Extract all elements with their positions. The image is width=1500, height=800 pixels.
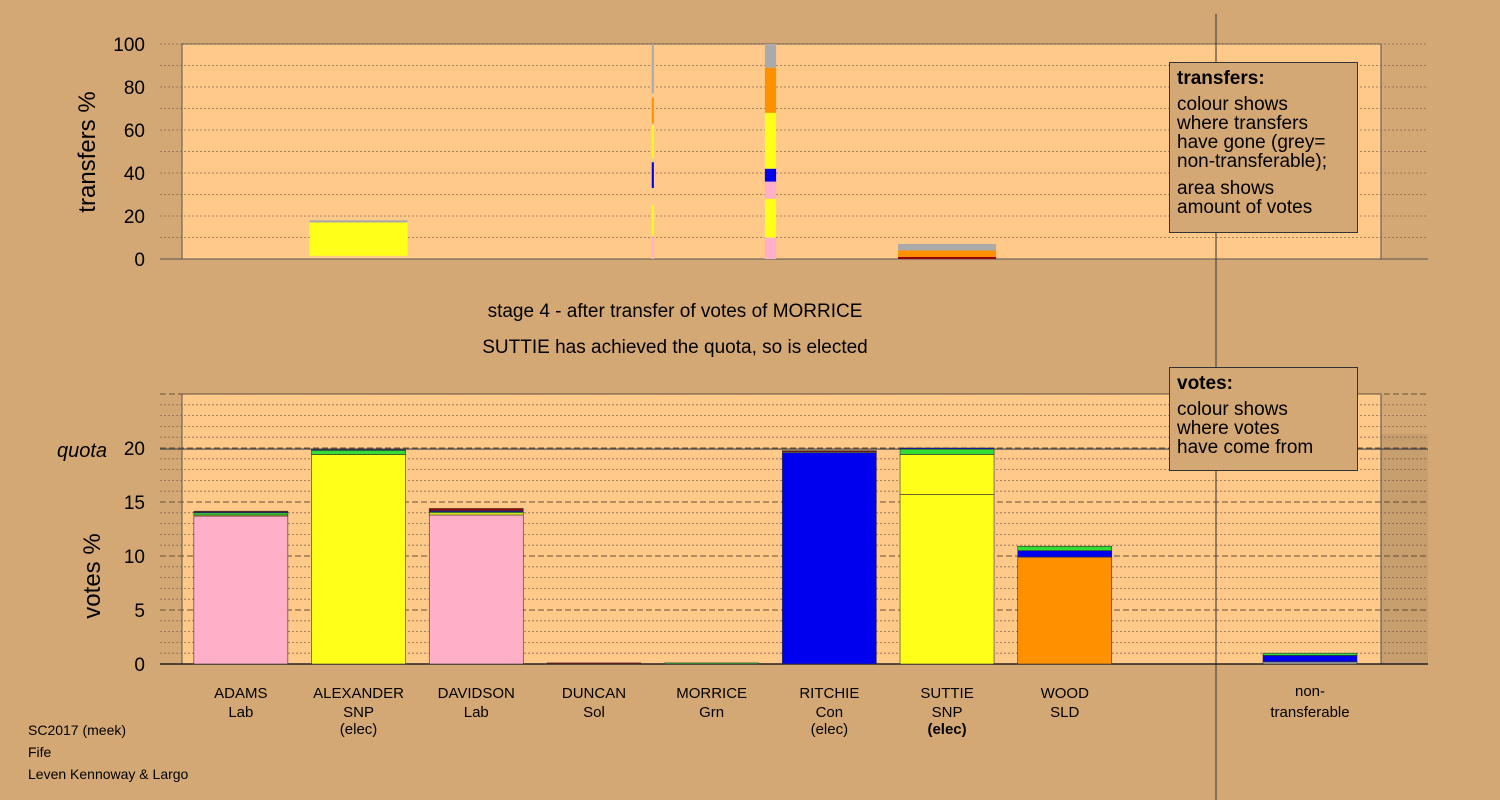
votes-tick-label: 10	[124, 547, 145, 568]
votes-tick-label: 5	[134, 601, 145, 622]
vote-bar-segment	[193, 510, 289, 513]
candidate-party-label: Con	[816, 704, 844, 721]
vote-bar-segment	[782, 450, 877, 453]
vote-bar-segment	[899, 494, 995, 665]
transfers-tick-label: 40	[124, 164, 145, 185]
candidate-name-label: DAVIDSON	[438, 685, 515, 702]
transfer-segment	[764, 44, 777, 68]
vote-bar-segment	[428, 512, 524, 516]
votes-tick-label: 20	[124, 439, 145, 460]
transfers-legend: transfers: colour shows where transfers …	[1169, 62, 1358, 233]
transfers-tick-label: 0	[134, 250, 145, 271]
transfer-segment	[651, 44, 654, 94]
transfers-legend-line: area shows	[1177, 178, 1275, 199]
candidate-name-label: ADAMS	[214, 685, 267, 702]
vote-bar-segment	[899, 454, 995, 495]
candidate-name-label: ALEXANDER	[313, 685, 404, 702]
candidate-name-label: RITCHIE	[799, 685, 859, 702]
vote-bar-segment	[193, 515, 289, 665]
nontransferable-bar-segment	[1262, 655, 1358, 663]
transfer-segment	[651, 125, 654, 158]
candidate-status-label: (elec)	[927, 721, 966, 738]
transfer-segment	[309, 222, 408, 256]
transfers-axis-label: transfers %	[74, 91, 101, 212]
candidate-party-label: SNP	[932, 704, 963, 721]
transfer-segment	[898, 243, 997, 251]
vote-bar-segment	[664, 662, 759, 665]
candidate-name-label: SUTTIE	[920, 685, 973, 702]
vote-bar-segment	[311, 454, 406, 665]
transfers-legend-line: non-transferable);	[1177, 151, 1327, 172]
candidate-name-label: WOOD	[1041, 685, 1089, 702]
vote-bar-segment	[899, 447, 995, 450]
footer-ward: Leven Kennoway & Largo	[28, 766, 189, 782]
nontransferable-bar-segment	[1262, 661, 1358, 665]
vote-bar-segment	[1017, 550, 1113, 558]
votes-legend-title: votes:	[1177, 373, 1233, 394]
vote-bar-segment	[193, 512, 289, 516]
candidate-party-label: Lab	[228, 704, 253, 721]
votes-tick-label: 0	[134, 655, 145, 676]
transfers-tick-label: 80	[124, 78, 145, 99]
vote-bar-segment	[1017, 545, 1113, 551]
candidate-name-label: DUNCAN	[562, 685, 626, 702]
nontransferable-label: transferable	[1270, 704, 1349, 721]
votes-legend-line: colour shows	[1177, 399, 1288, 420]
vote-bar-segment	[311, 449, 406, 451]
nontransferable-bar-segment	[1262, 652, 1358, 656]
transfer-segment	[764, 198, 777, 238]
transfer-segment	[651, 237, 654, 259]
candidate-status-label: (elec)	[340, 721, 378, 738]
vote-bar-segment	[899, 448, 995, 455]
transfer-segment	[651, 162, 654, 189]
transfer-segment	[898, 250, 997, 257]
transfer-segment	[651, 205, 654, 236]
transfer-segment	[764, 67, 777, 113]
votes-legend: votes: colour shows where votes have com…	[1169, 367, 1358, 471]
quota-label: quota	[57, 440, 107, 462]
transfer-segment	[764, 237, 777, 259]
nontransferable-label: non-	[1295, 683, 1325, 700]
transfers-tick-label: 60	[124, 121, 145, 142]
votes-legend-line: have come from	[1177, 437, 1314, 458]
transfers-tick-label: 20	[124, 207, 145, 228]
transfers-tick-label: 100	[113, 35, 145, 56]
candidate-status-label: (elec)	[811, 721, 849, 738]
candidate-party-label: Grn	[699, 704, 724, 721]
vote-bar-segment	[428, 514, 524, 665]
vote-bar-segment	[311, 449, 406, 455]
candidate-party-label: SNP	[343, 704, 374, 721]
votes-right-shade	[1381, 434, 1428, 664]
chart-title: stage 4 - after transfer of votes of MOR…	[487, 301, 863, 322]
chart-subtitle: SUTTIE has achieved the quota, so is ele…	[482, 337, 868, 358]
candidate-party-label: Sol	[583, 704, 605, 721]
candidate-party-label: Lab	[464, 704, 489, 721]
candidate-name-label: MORRICE	[676, 685, 747, 702]
vote-bar-segment	[782, 452, 877, 665]
transfer-segment	[309, 220, 408, 223]
candidate-party-label: SLD	[1050, 704, 1079, 721]
transfers-legend-line: where transfers	[1177, 113, 1308, 134]
transfer-segment	[764, 168, 777, 182]
votes-axis-label: votes %	[79, 533, 106, 618]
votes-legend-line: where votes	[1177, 418, 1280, 439]
vote-bar-segment	[546, 662, 642, 665]
transfer-segment	[764, 181, 777, 199]
transfer-segment	[764, 112, 777, 169]
transfers-legend-line: have gone (grey=	[1177, 132, 1326, 153]
footer-council: Fife	[28, 744, 52, 760]
transfers-legend-line: amount of votes	[1177, 197, 1313, 218]
vote-bar-segment	[1017, 556, 1113, 665]
votes-tick-label: 15	[124, 493, 145, 514]
transfers-legend-line: colour shows	[1177, 94, 1288, 115]
transfer-segment	[898, 256, 997, 259]
transfers-legend-title: transfers:	[1177, 68, 1265, 89]
transfer-segment	[651, 97, 654, 124]
vote-bar-segment	[428, 508, 524, 511]
footer-election: SC2017 (meek)	[28, 722, 127, 738]
